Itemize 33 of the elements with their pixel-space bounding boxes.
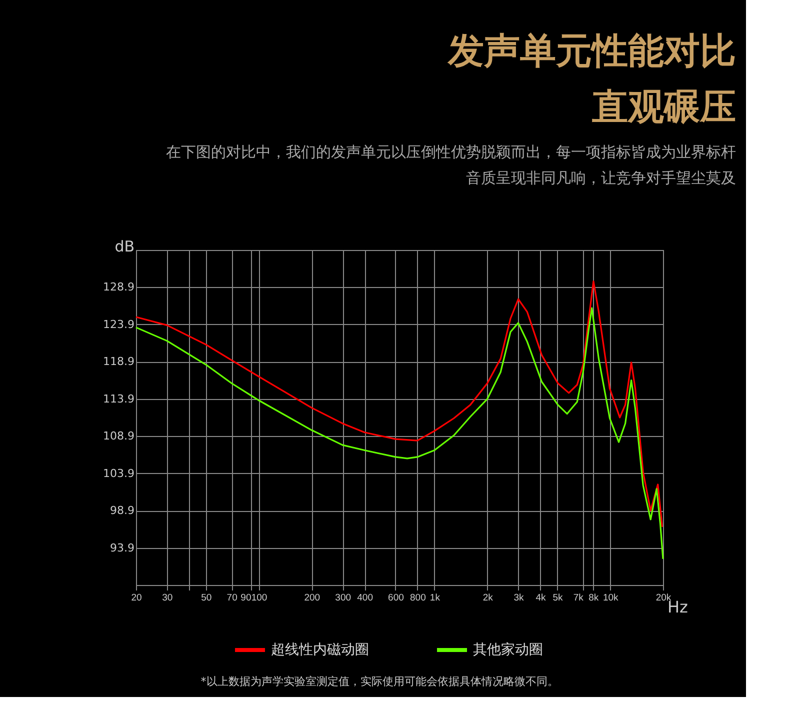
x-tick-label: 70 [226,592,238,604]
x-tick-label: 600 [388,592,404,604]
x-tick-label: 3k [514,592,524,604]
x-tick-label: 8k [588,592,599,604]
y-axis-title: dB [114,238,134,256]
x-tick-label: 4k [536,592,546,604]
x-tick-label: 90 [240,592,252,604]
x-tick-label: 200 [304,592,320,604]
y-tick-label: 93.9 [110,541,134,554]
x-tick-label: 5k [552,592,563,604]
y-tick-label: 123.9 [103,318,134,331]
x-tick-label: 30 [162,592,173,604]
x-tick-label: 20 [131,592,142,604]
x-tick-label: 7k [573,592,584,604]
chart-title: 发声单元性能对比直观碾压 [447,31,736,128]
x-tick-label: 50 [201,592,212,604]
y-tick-label: 103.9 [103,466,134,480]
text: *以上数据为声学实验室测定值，实际使用可能会依据具体情况略微不同。 [200,675,558,688]
x-tick-label: 10k [602,592,619,604]
legend-label: 超线性内磁动圈 [271,642,369,658]
x-tick-label: 2k [482,592,494,604]
x-tick-label: 100 [251,592,268,604]
x-tick-label: 800 [410,592,426,604]
x-tick-label: 400 [357,592,373,604]
y-tick-label: 108.9 [103,430,134,443]
legend-label: 其他家动圈 [473,642,543,658]
x-tick-label: 300 [335,592,352,604]
x-tick-label: 1k [430,592,440,604]
y-tick-label: 128.9 [103,280,134,294]
y-tick-label: 98.9 [110,504,134,518]
chart-subtitle: 在下图的对比中，我们的发声单元以压倒性优势脱颖而出，每一项指标皆成为业界标杆音质呈现非同凡响，让竞争对手望尘莫及 [166,143,736,187]
y-tick-label: 118.9 [103,355,134,368]
y-tick-label: 113.9 [103,392,134,406]
